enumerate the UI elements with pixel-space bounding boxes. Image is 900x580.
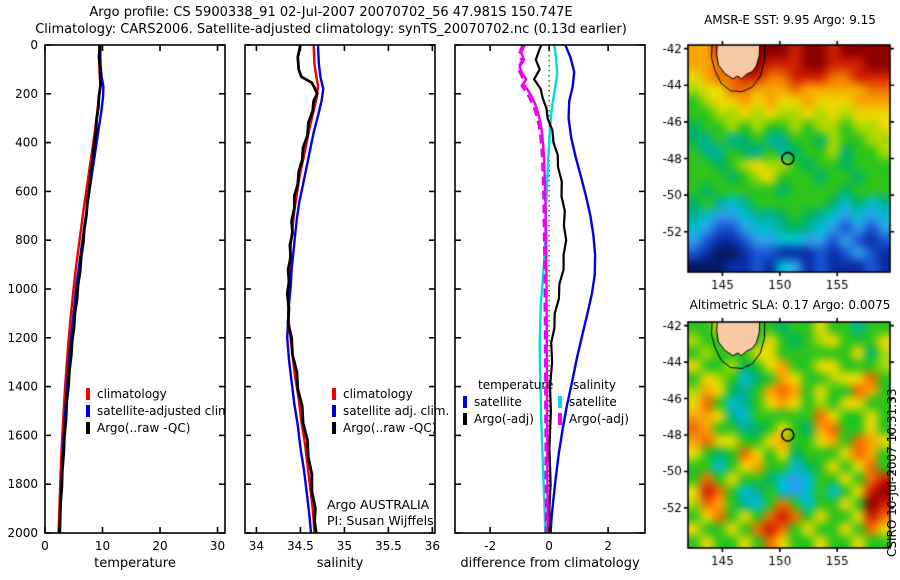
- svg-text:0: 0: [545, 539, 553, 553]
- legend-label: satellite adj. clim.: [343, 404, 450, 418]
- svg-text:1000: 1000: [7, 282, 38, 296]
- difference-legend-temperature: temperature satellite Argo(-adj): [463, 377, 553, 428]
- figure-title: Argo profile: CS 5900338_91 02-Jul-2007 …: [0, 4, 662, 38]
- temperature-profile-panel: 0 10 20 30 0 200 400 600 800 1000 1200 1400 1600 1800…: [7, 38, 226, 571]
- svg-text:35: 35: [337, 539, 352, 553]
- svg-text:1800: 1800: [7, 477, 38, 491]
- svg-text:0: 0: [30, 38, 38, 52]
- svg-text:0: 0: [41, 539, 49, 553]
- svg-text:-2: -2: [484, 539, 496, 553]
- legend-item: satellite adj. clim.: [332, 403, 449, 420]
- sst-map-title: AMSR-E SST: 9.95 Argo: 9.15: [704, 13, 876, 27]
- svg-text:2000: 2000: [7, 526, 38, 540]
- csiro-watermark: CSIRO 10-Jul-2007 10:31:33: [885, 388, 899, 557]
- argo-adj-swatch: [463, 413, 467, 425]
- legend-item: climatology: [86, 386, 226, 403]
- legend-item: climatology: [332, 386, 449, 403]
- sla-map-title: Altimetric SLA: 0.17 Argo: 0.0075: [689, 298, 891, 312]
- sla-map: [660, 295, 900, 580]
- legend-header: temperature: [478, 378, 554, 392]
- satellite-swatch: [558, 396, 562, 408]
- svg-text:1600: 1600: [7, 428, 38, 442]
- legend-item: Argo(..raw -QC): [86, 420, 226, 437]
- legend-label: Argo(-adj): [474, 412, 534, 426]
- svg-text:difference from climatology: difference from climatology: [460, 556, 640, 571]
- legend-item: satellite: [558, 394, 629, 411]
- salinity-profile-panel: 34 34.5 35 35.5 36 salinity: [244, 44, 440, 571]
- svg-text:1200: 1200: [7, 331, 38, 345]
- temperature-legend: climatology satellite-adjusted climatolo…: [86, 386, 226, 437]
- argo-credit: Argo AUSTRALIA PI: Susan Wijffels: [327, 497, 434, 529]
- climatology-swatch: [86, 388, 90, 400]
- svg-text:2: 2: [604, 539, 612, 553]
- svg-text:600: 600: [15, 184, 38, 198]
- svg-text:34: 34: [249, 539, 264, 553]
- svg-text:10: 10: [95, 539, 110, 553]
- argo-swatch: [86, 422, 90, 434]
- legend-label: climatology: [97, 387, 167, 401]
- svg-text:1400: 1400: [7, 380, 38, 394]
- legend-item: Argo(-adj): [558, 411, 629, 428]
- argo-swatch: [332, 422, 336, 434]
- difference-profile-panel: -2 0 2 difference from climatology: [454, 44, 646, 571]
- sst-map: [660, 10, 900, 295]
- legend-label: climatology: [343, 387, 413, 401]
- figure-title-line2: Climatology: CARS2006. Satellite-adjuste…: [35, 22, 627, 37]
- salinity-legend: climatology satellite adj. clim. Argo(..…: [332, 386, 449, 437]
- svg-text:20: 20: [152, 539, 167, 553]
- svg-text:36: 36: [425, 539, 440, 553]
- svg-text:200: 200: [15, 87, 38, 101]
- argo-adj-swatch: [558, 413, 562, 425]
- svg-text:800: 800: [15, 233, 38, 247]
- satellite-swatch: [463, 396, 467, 408]
- legend-label: satellite: [474, 395, 522, 409]
- svg-text:30: 30: [210, 539, 225, 553]
- argo-credit-line1: Argo AUSTRALIA: [327, 497, 430, 512]
- satellite-clim-swatch: [86, 405, 90, 417]
- svg-text:temperature: temperature: [94, 556, 176, 571]
- svg-text:salinity: salinity: [317, 556, 364, 571]
- difference-legend-salinity: salinity satellite Argo(-adj): [558, 377, 629, 428]
- legend-item: satellite: [463, 394, 553, 411]
- argo-credit-line2: PI: Susan Wijffels: [327, 513, 434, 528]
- figure-title-line1: Argo profile: CS 5900338_91 02-Jul-2007 …: [89, 5, 573, 20]
- legend-label: satellite-adjusted climatology: [97, 404, 226, 418]
- svg-text:400: 400: [15, 136, 38, 150]
- legend-item: Argo(..raw -QC): [332, 420, 449, 437]
- legend-label: Argo(..raw -QC): [97, 421, 191, 435]
- legend-item: satellite-adjusted climatology: [86, 403, 226, 420]
- satellite-clim-swatch: [332, 405, 336, 417]
- legend-label: Argo(-adj): [569, 412, 629, 426]
- legend-label: satellite: [569, 395, 617, 409]
- legend-label: Argo(..raw -QC): [343, 421, 437, 435]
- legend-header: salinity: [573, 378, 617, 392]
- svg-text:34.5: 34.5: [287, 539, 314, 553]
- climatology-swatch: [332, 388, 336, 400]
- svg-text:35.5: 35.5: [375, 539, 402, 553]
- legend-item: Argo(-adj): [463, 411, 553, 428]
